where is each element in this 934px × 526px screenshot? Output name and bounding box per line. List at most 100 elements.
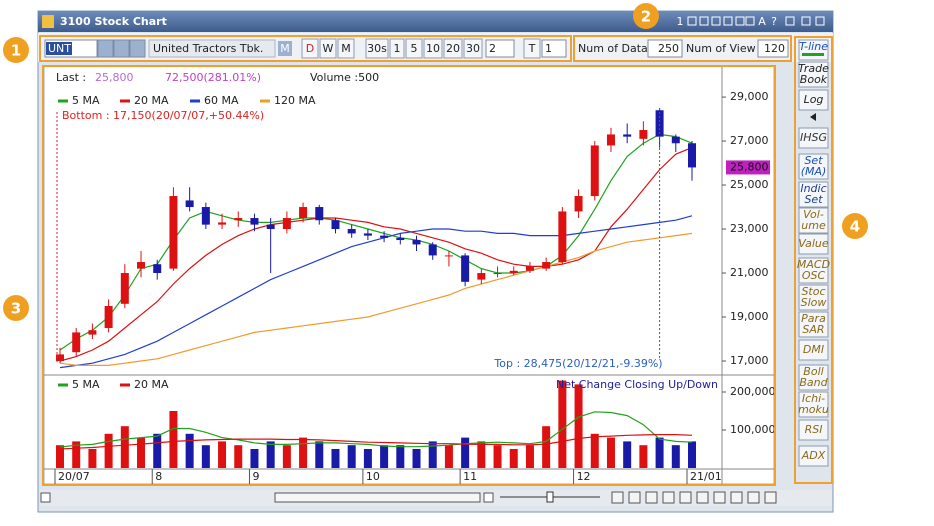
candle-body	[201, 207, 210, 225]
volume-bar	[509, 448, 518, 468]
side-button[interactable]	[798, 445, 829, 467]
y-tick-label: 200,000	[730, 385, 776, 398]
title-icon[interactable]	[723, 16, 733, 26]
volume-bar	[461, 437, 470, 468]
scroll-left[interactable]	[40, 492, 51, 503]
x-tick-label: 8	[155, 470, 162, 483]
collapse-arrow[interactable]	[810, 113, 816, 121]
candle-body	[606, 134, 615, 146]
tool-icon[interactable]	[679, 491, 692, 504]
title-icon[interactable]	[687, 16, 697, 26]
side-button-label: Indic	[800, 182, 826, 195]
top-annotation: Top : 28,475(20/12/21,-9.39%)	[493, 357, 662, 370]
period-button[interactable]	[319, 38, 337, 59]
interval-button-label: 30	[466, 42, 480, 55]
interval-button[interactable]	[389, 38, 405, 59]
candle-body	[88, 330, 97, 335]
candle-body	[347, 229, 356, 234]
interval-button[interactable]	[405, 38, 423, 59]
volume-bar	[347, 445, 356, 468]
change-value: 72,500(281.01%)	[165, 71, 261, 84]
y-tick-label: 25,000	[730, 178, 769, 191]
side-button-label: IHSG	[800, 131, 827, 144]
interval-button[interactable]	[365, 38, 389, 59]
side-button[interactable]	[798, 311, 829, 338]
tool-icon[interactable]	[747, 491, 760, 504]
title-icon[interactable]	[735, 16, 745, 26]
scroll-track[interactable]	[274, 492, 481, 503]
title-icon[interactable]	[711, 16, 721, 26]
tool-icon[interactable]	[713, 491, 726, 504]
num-data-input[interactable]	[647, 39, 683, 58]
ma-line	[59, 215, 693, 369]
tick-button-label: T	[528, 42, 536, 55]
side-button[interactable]	[798, 284, 829, 311]
title-icon[interactable]	[801, 16, 811, 26]
code-selection	[46, 42, 72, 55]
side-button[interactable]	[798, 207, 829, 234]
zoom-thumb[interactable]	[546, 491, 554, 503]
candle-body	[185, 200, 194, 208]
interval-button-label: 20	[446, 42, 460, 55]
tick-input[interactable]	[541, 39, 567, 58]
scroll-right[interactable]	[483, 492, 494, 503]
title-icon[interactable]: ?	[771, 15, 777, 28]
title-icon[interactable]	[745, 16, 755, 26]
volume-bar	[428, 441, 437, 468]
volume-bar	[477, 441, 486, 468]
candle-body	[169, 196, 178, 269]
side-button[interactable]	[798, 257, 829, 284]
tool-icon[interactable]	[662, 491, 675, 504]
volume-bar	[169, 410, 178, 468]
side-button[interactable]	[798, 61, 829, 88]
period-button[interactable]	[337, 38, 355, 59]
side-button-label: Vol-	[803, 208, 824, 221]
interval-button[interactable]	[443, 38, 463, 59]
interval-button[interactable]	[463, 38, 483, 59]
tool-icon[interactable]	[764, 491, 777, 504]
title-icon[interactable]	[815, 16, 825, 26]
side-button[interactable]	[798, 181, 829, 208]
title-icon[interactable]	[785, 16, 795, 26]
side-button-label: (MA)	[801, 165, 827, 178]
side-button[interactable]	[798, 339, 829, 361]
side-button[interactable]	[798, 233, 829, 255]
title-icon[interactable]: A	[758, 15, 766, 28]
side-button[interactable]	[798, 127, 829, 149]
volume-bar	[525, 445, 534, 468]
tick-button[interactable]	[523, 38, 541, 59]
volume-bar	[299, 437, 308, 468]
side-button[interactable]	[798, 419, 829, 441]
tool-icon[interactable]	[113, 39, 130, 58]
side-button-label: ume	[801, 219, 826, 232]
side-button[interactable]	[798, 153, 829, 180]
candle-body	[461, 255, 470, 282]
interval-input[interactable]	[485, 39, 515, 58]
side-button[interactable]	[798, 89, 829, 111]
tool-icon[interactable]	[129, 39, 146, 58]
period-button[interactable]	[301, 38, 319, 59]
tool-icon[interactable]	[730, 491, 743, 504]
tool-icon[interactable]	[628, 491, 641, 504]
side-button[interactable]	[798, 364, 829, 391]
num-view-input[interactable]	[757, 39, 789, 58]
ma-line	[59, 133, 693, 351]
volume-bar	[315, 441, 324, 468]
side-button[interactable]	[798, 391, 829, 418]
last-price-label: 25,800	[730, 160, 769, 173]
side-button-label: MACD	[797, 258, 830, 271]
title-icon[interactable]: 1	[677, 15, 684, 28]
interval-button[interactable]	[423, 38, 443, 59]
volume-bar	[218, 441, 227, 468]
candle-body	[525, 266, 534, 271]
x-tick-label: 9	[252, 470, 259, 483]
legend-label: 20 MA	[134, 94, 169, 107]
tool-icon[interactable]	[645, 491, 658, 504]
volume-bar	[444, 445, 453, 468]
callout-badge	[3, 37, 29, 63]
title-icon[interactable]	[699, 16, 709, 26]
tool-icon[interactable]	[611, 491, 624, 504]
tool-icon[interactable]	[696, 491, 709, 504]
tool-icon[interactable]	[97, 39, 114, 58]
candle-body	[412, 240, 421, 245]
